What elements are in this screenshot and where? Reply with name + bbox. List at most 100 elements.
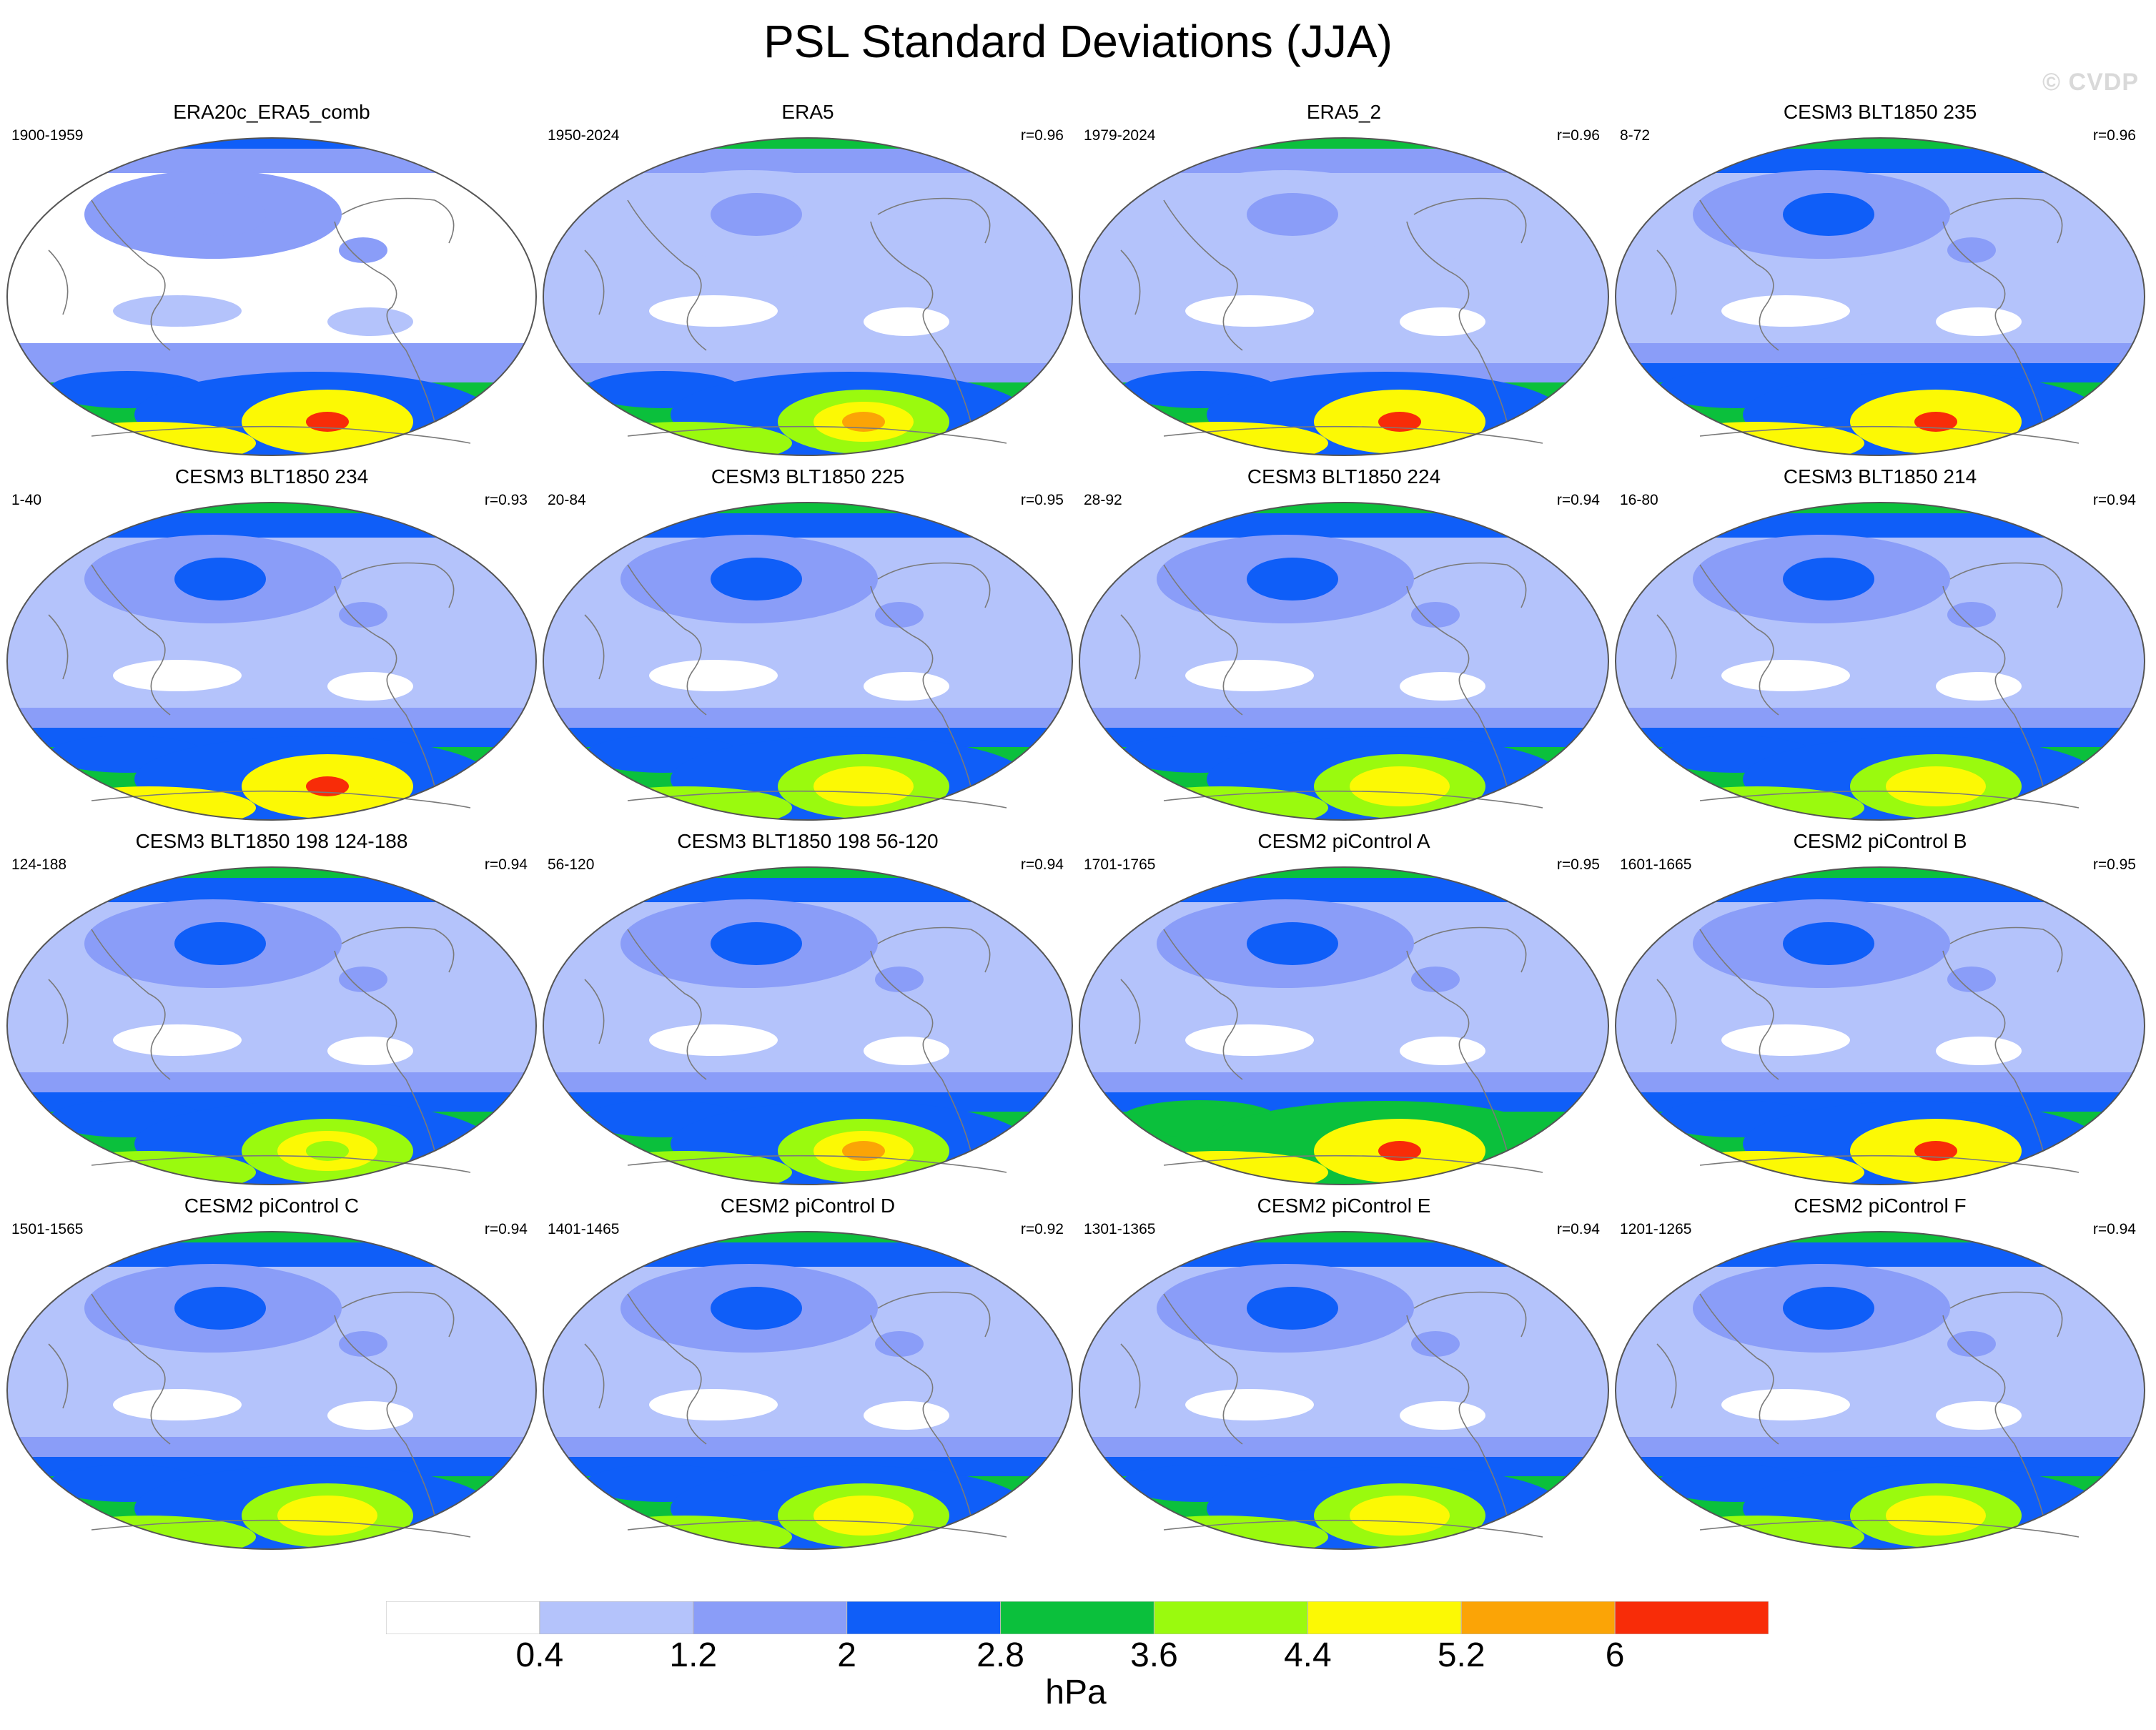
north-america-region: [1947, 237, 1996, 263]
americas-coastline: [1942, 1315, 2044, 1516]
colorbar-segment: [1460, 1601, 1616, 1634]
americas-coastline: [870, 221, 971, 422]
panel-pattern-correlation: r=0.96: [1020, 127, 1064, 144]
map-panel-grid: ERA20c_ERA5_comb 1900-1959 ERA5 1950-2024 r=…: [6, 100, 2146, 1550]
panel-year-range: 1950-2024: [548, 127, 620, 144]
tropical-min-east: [864, 1401, 949, 1430]
antarctic-coastline: [1163, 790, 1543, 809]
panel-year-range: 16-80: [1620, 492, 1658, 508]
map-boundary: [1615, 137, 2145, 456]
north-pacific-max: [1783, 922, 1874, 965]
panel-year-range: 56-120: [548, 856, 595, 873]
tropical-min-west: [1721, 1024, 1850, 1056]
psl-std-map: [1615, 1231, 2145, 1550]
panel-title: CESM3 BLT1850 234: [174, 465, 369, 488]
north-america-region: [1411, 602, 1460, 628]
north-pacific-max: [1247, 558, 1338, 600]
subarctic-band: [543, 149, 1072, 173]
north-pacific-max: [1783, 558, 1874, 600]
americas-coastline: [1406, 221, 1508, 422]
tropical-min-east: [864, 307, 949, 336]
tropical-min-west: [113, 660, 242, 691]
tropical-min-east: [1936, 1401, 2022, 1430]
colorbar-segment: [386, 1601, 540, 1634]
west-coastline: [584, 979, 605, 1044]
map-panel: CESM3 BLT1850 198 124-188 124-188 r=0.94: [6, 829, 538, 1187]
ross-sea-peak: [842, 1506, 885, 1526]
panel-year-range: 1301-1365: [1084, 1221, 1156, 1237]
americas-coastline: [1406, 950, 1508, 1152]
north-pacific-max: [1247, 922, 1338, 965]
panel-pattern-correlation: r=0.94: [1020, 856, 1064, 873]
subarctic-band: [1616, 149, 2145, 173]
panel-title: CESM2 piControl E: [1257, 1195, 1431, 1217]
panel-title: ERA5_2: [1306, 101, 1382, 123]
ross-sea-peak: [306, 1506, 349, 1526]
antarctic-coastline: [91, 425, 471, 444]
north-america-coastline: [877, 197, 991, 244]
antarctic-coastline: [1699, 1519, 2080, 1538]
panel-pattern-correlation: r=0.95: [2092, 856, 2136, 873]
subarctic-band: [1079, 513, 1608, 538]
ross-sea-peak: [842, 1141, 885, 1161]
north-america-coastline: [1949, 1291, 2063, 1338]
colorbar-segment: [693, 1601, 848, 1634]
tropical-min-east: [327, 1401, 413, 1430]
tropical-min-east: [1936, 307, 2022, 336]
psl-std-map: [543, 502, 1073, 821]
antarctic-coastline: [1699, 790, 2080, 809]
north-america-region: [339, 237, 387, 263]
colorbar-tick-label: 3.6: [1130, 1636, 1178, 1674]
panel-title: CESM2 piControl A: [1257, 830, 1430, 852]
map-boundary: [1079, 502, 1609, 821]
map-boundary: [543, 1231, 1073, 1550]
north-pacific-max: [1783, 193, 1874, 236]
subarctic-band: [1079, 149, 1608, 173]
tropical-min-east: [864, 1037, 949, 1065]
subarctic-band: [1079, 878, 1608, 902]
west-coastline: [48, 614, 69, 680]
psl-std-map: [543, 137, 1073, 456]
colorbar-tick-label: 4.4: [1283, 1636, 1332, 1674]
panel-pattern-correlation: r=0.94: [1556, 1221, 1600, 1237]
north-america-region: [339, 602, 387, 628]
map-panel: CESM3 BLT1850 235 8-72 r=0.96: [1614, 100, 2146, 458]
psl-std-map: [6, 137, 537, 456]
west-coastline: [1656, 249, 1677, 315]
antarctic-coastline: [627, 1519, 1007, 1538]
panel-pattern-correlation: r=0.95: [1020, 492, 1064, 508]
ross-sea-peak: [1378, 776, 1421, 796]
north-america-coastline: [1949, 562, 2063, 608]
colorbar-segment: [846, 1601, 1002, 1634]
north-america-coastline: [341, 926, 455, 973]
north-america-coastline: [341, 562, 455, 608]
panel-title: CESM2 piControl C: [184, 1195, 360, 1217]
north-pacific-max: [1783, 1287, 1874, 1330]
map-panel: CESM3 BLT1850 224 28-92 r=0.94: [1078, 465, 1610, 822]
americas-coastline: [1406, 1315, 1508, 1516]
tropical-min-east: [1400, 672, 1485, 701]
west-coastline: [48, 979, 69, 1044]
map-boundary: [1079, 866, 1609, 1185]
psl-std-map: [1615, 137, 2145, 456]
map-panel: CESM3 BLT1850 198 56-120 56-120 r=0.94: [542, 829, 1074, 1187]
north-america-region: [1947, 602, 1996, 628]
east-asia-coastline: [1163, 1293, 1243, 1445]
tropical-min-west: [1185, 1389, 1314, 1420]
panel-pattern-correlation: r=0.96: [1556, 127, 1600, 144]
west-coastline: [584, 1343, 605, 1409]
subarctic-band: [543, 878, 1072, 902]
east-asia-coastline: [1699, 929, 1779, 1080]
map-boundary: [6, 502, 537, 821]
panel-year-range: 8-72: [1620, 127, 1651, 144]
map-boundary: [543, 502, 1073, 821]
colorbar-segment: [1000, 1601, 1154, 1634]
ross-sea-peak: [842, 412, 885, 432]
subarctic-band: [1079, 1242, 1608, 1267]
north-america-region: [875, 967, 924, 992]
ross-sea-peak: [1378, 1506, 1421, 1526]
map-boundary: [1079, 1231, 1609, 1550]
ross-sea-peak: [1378, 412, 1421, 432]
antarctic-coastline: [627, 1155, 1007, 1173]
psl-std-map: [543, 1231, 1073, 1550]
